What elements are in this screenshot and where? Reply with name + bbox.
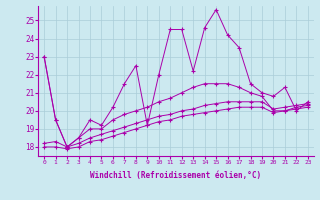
- X-axis label: Windchill (Refroidissement éolien,°C): Windchill (Refroidissement éolien,°C): [91, 171, 261, 180]
